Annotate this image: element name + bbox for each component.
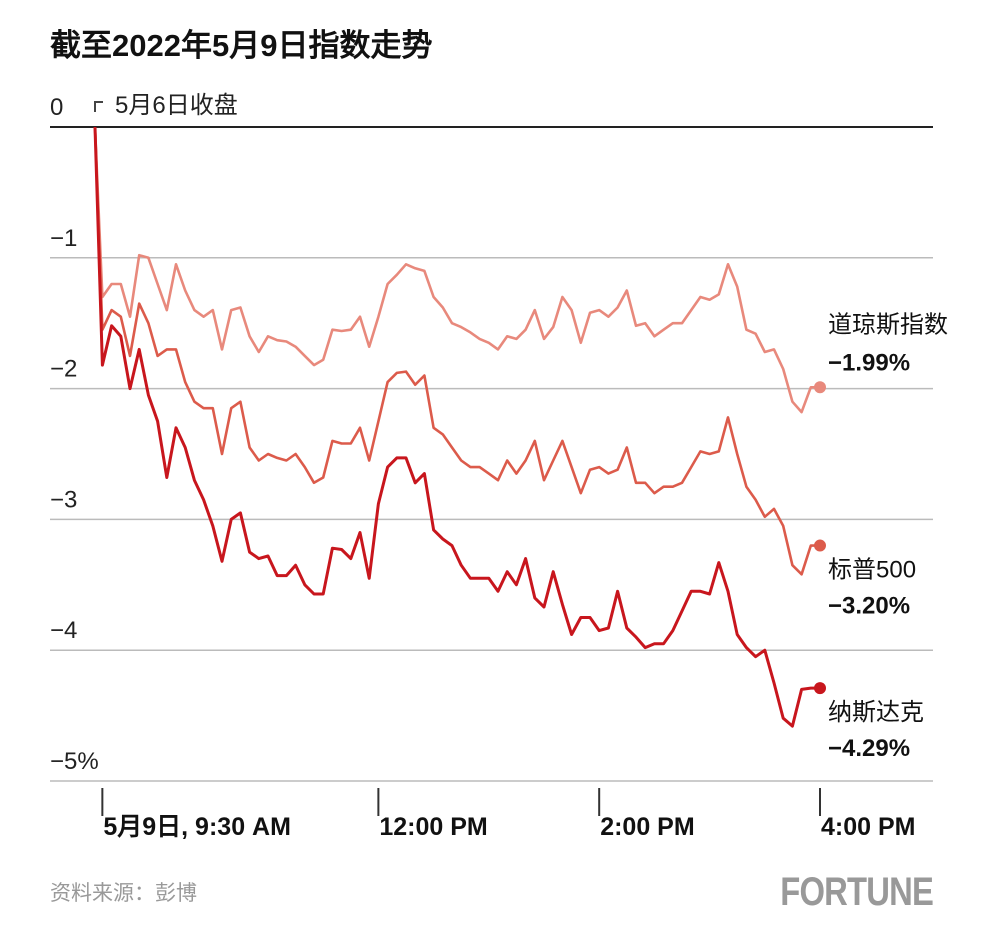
x-tick-label: 4:00 PM [821, 813, 915, 841]
annotation: 5月6日收盘 [115, 92, 238, 119]
x-tick-label: 5月9日, 9:30 AM [103, 813, 291, 841]
y-tick-label: −3 [50, 486, 77, 513]
end-dot [814, 539, 826, 552]
end-dot [814, 682, 826, 695]
y-tick-label: −2 [50, 356, 77, 383]
x-tick-label: 12:00 PM [379, 813, 487, 841]
logo: FORTUNE [780, 869, 933, 914]
chart-title: 截至2022年5月9日指数走势 [50, 28, 432, 63]
y-tick-label: −4 [50, 617, 77, 644]
line [93, 126, 820, 728]
x-tick-label: 2:00 PM [600, 813, 694, 841]
legend-label: 道琼斯指数 [828, 311, 948, 338]
source: 资料来源：彭博 [50, 882, 197, 905]
line [93, 126, 820, 414]
legend-label: 纳斯达克 [828, 699, 924, 726]
data-label: −4.29% [828, 735, 910, 762]
data-label: −3.20% [828, 593, 910, 620]
end-dot [814, 381, 826, 394]
y-tick-label: −1 [50, 225, 77, 252]
y-tick-label: 0 [50, 94, 63, 121]
annotation-bracket [94, 101, 103, 112]
legend-label: 标普500 [828, 557, 916, 584]
y-tick-label: −5% [50, 748, 99, 775]
line [93, 126, 820, 576]
data-label: −1.99% [828, 349, 910, 376]
